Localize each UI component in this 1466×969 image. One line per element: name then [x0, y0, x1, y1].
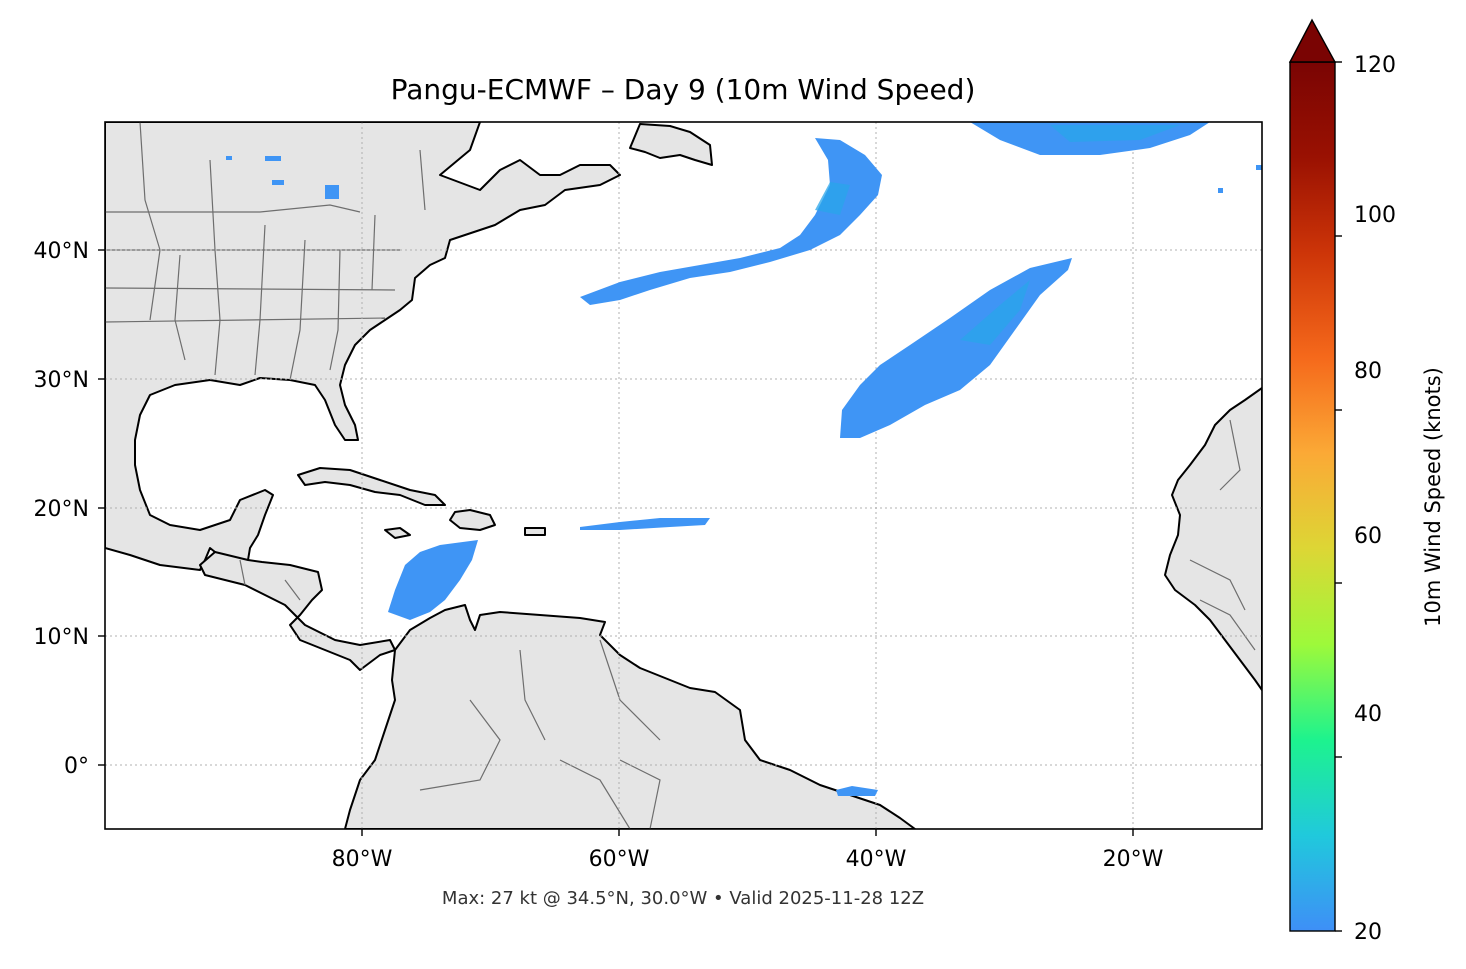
- newfoundland-land: [629, 123, 713, 166]
- wind-speck-4: [1256, 165, 1262, 170]
- land-layer: [105, 122, 1262, 829]
- colorbar-tick-label: 60: [1354, 524, 1382, 549]
- lat-tick-label: 40°N: [34, 239, 89, 264]
- wind-band-north-arc: [580, 138, 882, 305]
- lat-tick-label: 20°N: [34, 497, 89, 522]
- wind-patch-east-caribbean: [580, 518, 710, 530]
- colorbar: 20 40 60 80 100 120 10m Wind Speed (knot…: [1288, 18, 1445, 945]
- colorbar-gradient: [1289, 61, 1336, 932]
- colorbar-axis-label: 10m Wind Speed (knots): [1421, 367, 1445, 627]
- map-title: Pangu-ECMWF – Day 9 (10m Wind Speed): [391, 73, 976, 106]
- map-area: [105, 122, 1262, 829]
- axis-ticks: [98, 249, 1134, 836]
- max-wind-annotation: Max: 27 kt @ 34.5°N, 30.0°W • Valid 2025…: [442, 888, 924, 909]
- wind-patch-equatorial: [836, 786, 878, 796]
- puerto-rico-land: [524, 527, 546, 536]
- jamaica-land: [384, 527, 411, 539]
- colorbar-tick-label: 120: [1354, 53, 1396, 78]
- central-america-land: [199, 551, 396, 671]
- lat-tick-label: 0°: [64, 754, 89, 779]
- wind-patch-caribbean: [388, 540, 478, 620]
- lon-tick-label: 80°W: [332, 847, 393, 872]
- wind-speck-3: [272, 180, 284, 185]
- lon-tick-label: 60°W: [589, 847, 650, 872]
- colorbar-extend-arrow: [1288, 18, 1337, 63]
- wind-speck-1: [325, 185, 339, 199]
- south-america-land: [344, 604, 916, 829]
- hispaniola-land: [449, 509, 496, 531]
- wind-speck-2: [265, 156, 281, 161]
- lat-tick-label: 30°N: [34, 368, 89, 393]
- cuba-land: [297, 467, 446, 506]
- lon-tick-label: 40°W: [846, 847, 907, 872]
- colorbar-tick-label: 20: [1354, 920, 1382, 945]
- wind-speck-6: [226, 156, 232, 160]
- political-borders: [105, 122, 1256, 829]
- map-frame: [104, 121, 1263, 830]
- colorbar-tick-label: 100: [1354, 203, 1396, 228]
- africa-land: [1164, 387, 1262, 691]
- lat-tick-label: 10°N: [34, 625, 89, 650]
- north-america-land: [105, 122, 621, 571]
- colorbar-tick-label: 80: [1354, 359, 1382, 384]
- wind-speck-5: [1218, 188, 1223, 193]
- colorbar-tick-label: 40: [1354, 702, 1382, 727]
- lon-tick-label: 20°W: [1103, 847, 1164, 872]
- wind-speed-core: [815, 125, 1180, 345]
